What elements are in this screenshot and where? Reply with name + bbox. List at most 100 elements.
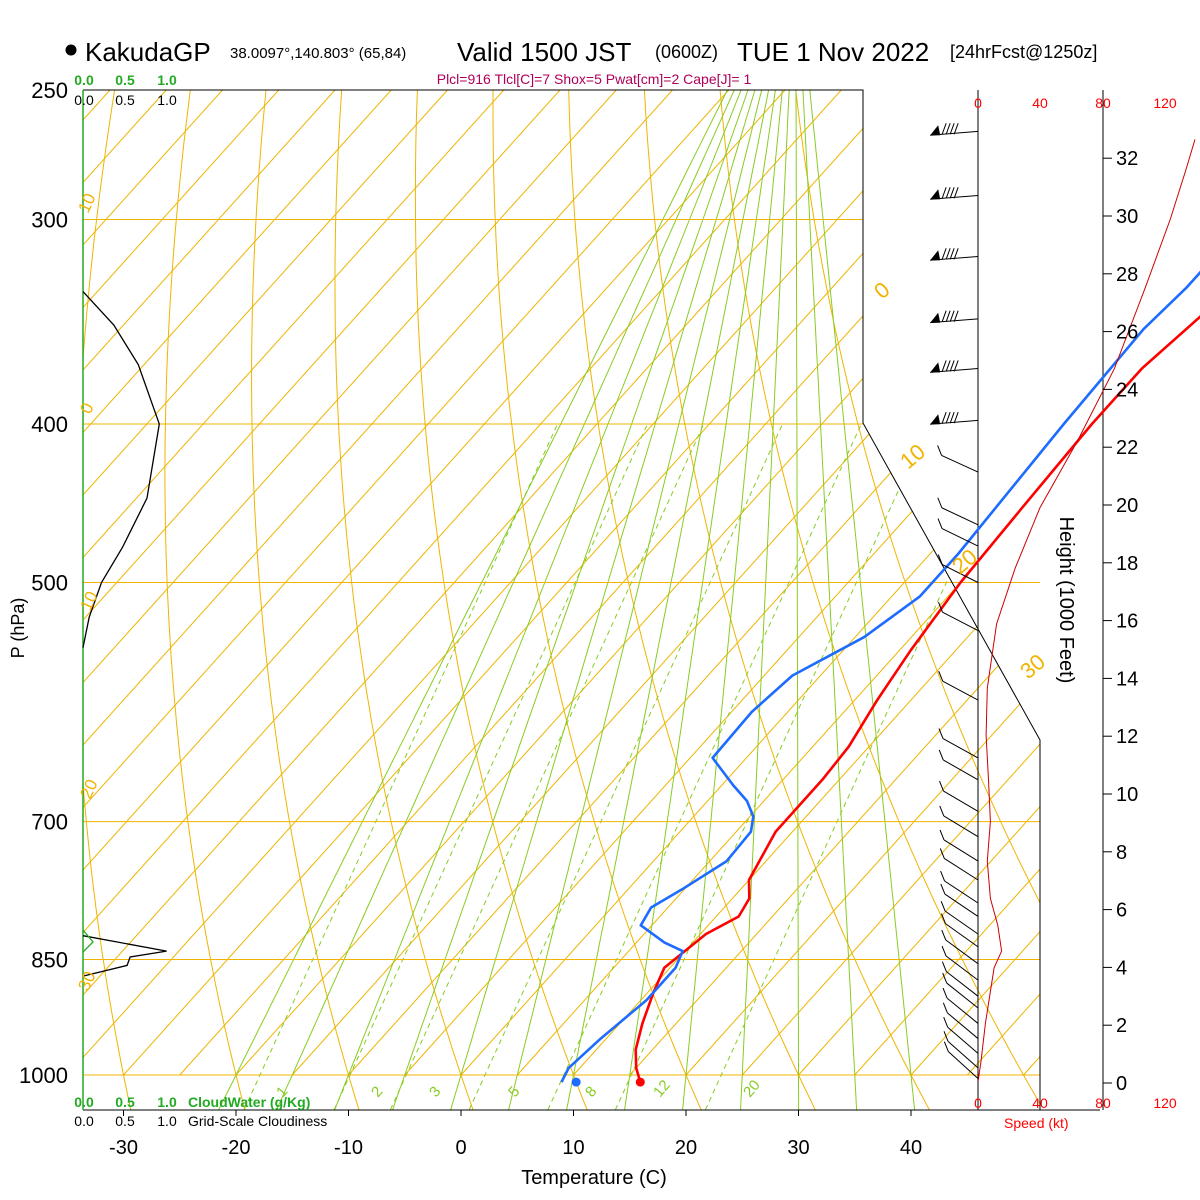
height-profile-line: [978, 139, 1196, 1083]
mixing-ratio-label: 20: [740, 1077, 764, 1101]
speed-tick-label-bottom: 120: [1153, 1095, 1177, 1111]
isotherm-label: 20: [76, 777, 101, 802]
x-tick-label: 0: [455, 1137, 466, 1159]
moist-adiabat-line: [450, 90, 764, 1110]
height-tick-label: 32: [1116, 148, 1138, 170]
wind-barb: [945, 955, 979, 981]
wind-barb-feather: [945, 412, 951, 424]
wind-barb-feather: [949, 187, 955, 199]
valid-time: Valid 1500 JST: [457, 37, 632, 67]
pressure-tick-label: 1000: [19, 1063, 68, 1088]
dry-adiabat-line: [334, 90, 474, 1110]
wind-barb-feather: [953, 187, 959, 199]
height-tick-label: 20: [1116, 495, 1138, 517]
wind-barb-flag: [930, 189, 941, 200]
wind-barb-feather: [949, 360, 955, 372]
wind-barb: [941, 528, 979, 547]
wind-barb-feather: [939, 848, 945, 859]
cloudiness-title: Grid-Scale Cloudiness: [188, 1113, 327, 1129]
wind-barb-feather: [945, 123, 951, 135]
station-coords: 38.0097°,140.803° (65,84): [230, 45, 406, 62]
cloudwater-title: CloudWater (g/Kg): [188, 1094, 310, 1110]
wind-barb: [942, 759, 979, 781]
x-tick-label: 20: [675, 1137, 697, 1159]
mixing-ratio-line: [547, 423, 862, 1110]
isotherm-line: [798, 90, 1040, 1076]
wind-barb-feather: [937, 445, 943, 456]
wind-barb: [943, 839, 979, 862]
surface-dewpoint-dot: [571, 1077, 581, 1087]
dry-adiabat-lines: [83, 90, 1040, 1110]
pressure-tick-label: 500: [31, 571, 68, 596]
moist-adiabat-line: [740, 90, 792, 1110]
wind-barb: [942, 738, 979, 759]
moist-adiabat-line: [566, 90, 775, 1110]
isobar-lines: [83, 89, 1040, 1076]
mixing-ratio-line: [243, 423, 559, 1110]
wind-barb-feather: [939, 829, 945, 841]
wind-barb: [948, 1051, 979, 1079]
wind-barb-feather: [953, 360, 959, 372]
x-tick-label: 10: [562, 1137, 584, 1159]
pressure-tick-label: 700: [31, 810, 68, 835]
moist-adiabat-line: [624, 90, 781, 1110]
height-tick-label: 30: [1116, 206, 1138, 228]
moist-adiabat-line: [508, 90, 770, 1110]
speed-tick-label-top: 0: [974, 95, 982, 111]
cloudwater-tick-top: 0.0: [74, 72, 94, 88]
wind-speed-line: [978, 139, 1196, 1083]
isotherm-label: 30: [74, 969, 99, 994]
cloudiness-tick-bottom: 0.0: [74, 1113, 94, 1129]
wind-barb-feather: [943, 1017, 949, 1028]
dry-adiabat-line: [251, 90, 360, 1110]
isotherm-line: [83, 90, 448, 1076]
sounding-profiles: [560, 270, 1200, 1087]
valid-date: TUE 1 Nov 2022: [737, 37, 929, 67]
dewpoint-line: [560, 270, 1200, 1083]
height-tick-label: 22: [1116, 437, 1138, 459]
moist-adiabat-line: [218, 90, 743, 1110]
wind-barb: [947, 1026, 979, 1054]
wind-barb-feather: [939, 780, 944, 792]
mixing-ratio-line: [389, 423, 705, 1110]
wind-barb-feather: [945, 248, 951, 260]
height-tick-label: 4: [1116, 957, 1127, 979]
wind-barb-feather: [953, 310, 959, 322]
wind-barb: [946, 971, 979, 997]
cloudwater-tick-bottom: 1.0: [157, 1094, 177, 1110]
moist-adiabat-line: [276, 90, 748, 1110]
forecast-info: [24hrFcst@1250z]: [950, 42, 1097, 62]
wind-barb-feather: [938, 601, 943, 613]
wind-barb: [944, 910, 979, 935]
wind-barb-feather: [953, 248, 959, 260]
x-tick-label: -30: [109, 1137, 138, 1159]
cloudiness-line: [82, 291, 160, 648]
wind-barb-feather: [941, 412, 947, 424]
skewed-isotherm-label: 20: [947, 544, 982, 579]
wind-barb: [947, 1012, 979, 1039]
moist-adiabat-line: [334, 90, 754, 1110]
moist-adiabat-line: [392, 90, 759, 1110]
wind-barb-feather: [938, 728, 944, 739]
isotherm-label: 10: [74, 191, 99, 216]
cloudiness-tick-top: 0.5: [115, 92, 135, 108]
wind-barb-feather: [949, 412, 955, 424]
dry-adiabat-line: [567, 90, 816, 1110]
x-tick-label: -20: [222, 1137, 251, 1159]
pressure-tick-label: 250: [31, 78, 68, 103]
moist-adiabat-line: [795, 90, 800, 1110]
wind-barb-feather: [949, 123, 955, 135]
x-tick-label: -10: [334, 1137, 363, 1159]
x-tick-label: 40: [900, 1137, 922, 1159]
wind-barb-feather: [941, 123, 947, 135]
speed-tick-label-top: 120: [1153, 95, 1177, 111]
height-tick-label: 16: [1116, 611, 1138, 633]
wind-barb: [942, 680, 979, 701]
cloudiness-profile: [82, 291, 167, 977]
wind-barb-feather: [945, 360, 951, 372]
isotherm-line: [83, 90, 336, 1076]
wind-barb: [946, 982, 979, 1009]
height-tick-label: 2: [1116, 1015, 1127, 1037]
wind-barb-feather: [949, 310, 955, 322]
pressure-tick-label: 300: [31, 208, 68, 233]
